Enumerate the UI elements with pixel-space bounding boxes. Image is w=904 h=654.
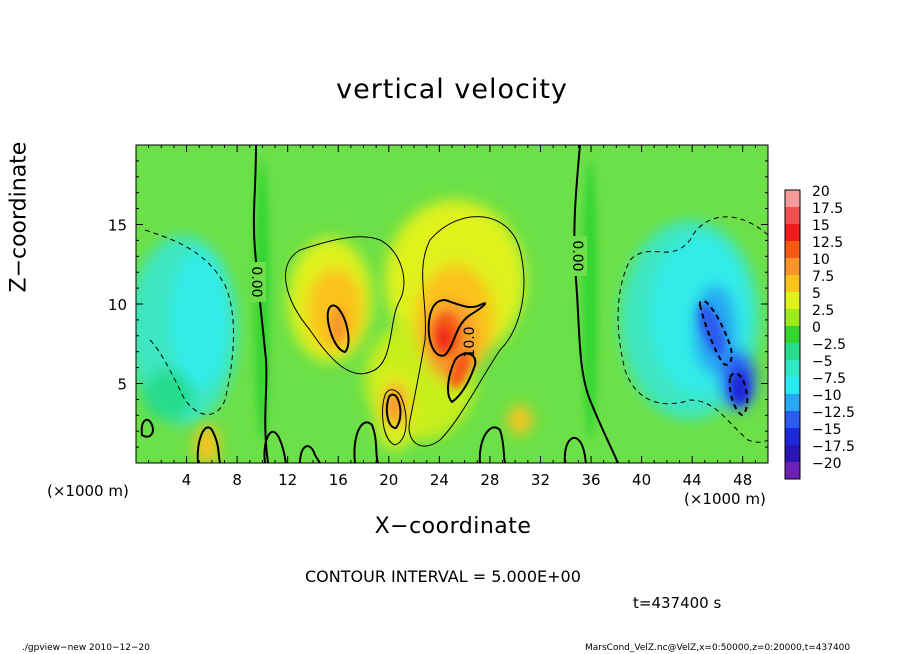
colorbar-label: −2.5: [812, 337, 846, 353]
colorbar-label: 20: [812, 184, 830, 200]
colorbar-label: −15: [812, 422, 842, 438]
y-tick-label: 10: [108, 296, 127, 314]
contour-interval-text: CONTOUR INTERVAL = 5.000E+00: [305, 567, 581, 586]
colorbar-label: −7.5: [812, 371, 846, 387]
contour-label-left: 0.00: [248, 266, 264, 297]
colorbar-label: 7.5: [812, 269, 834, 285]
colorbar-label: 17.5: [812, 201, 843, 217]
colorbar-swatch: [785, 326, 800, 343]
colorbar-swatch: [785, 411, 800, 428]
contour-label-ten: 10.0: [462, 326, 478, 357]
zero-contour-right: [573, 145, 619, 463]
chart-title: vertical velocity: [336, 74, 568, 105]
contour-bottom-lobes: [140, 418, 587, 463]
x-axis-label: X−coordinate: [374, 514, 532, 539]
colorbar-swatch: [785, 292, 800, 309]
contour-label-right: 0.00: [569, 240, 585, 271]
contour-5-small: [382, 389, 407, 446]
time-text: t=437400 s: [633, 594, 722, 612]
colorbar-swatch: [785, 190, 800, 207]
colorbar-label: 0: [812, 320, 821, 336]
zero-contour-left: [252, 145, 269, 463]
colorbar-frame: [784, 189, 801, 480]
y-tick-label: 5: [117, 376, 127, 394]
contour-10-c: [447, 352, 477, 404]
contour-neg10-right-b: [728, 372, 749, 417]
colorbar-swatch: [785, 309, 800, 326]
x-tick-label: 8: [232, 471, 242, 489]
x-axis-label-wrap: X−coordinate: [0, 514, 904, 539]
x-tick-label: 32: [531, 471, 550, 489]
x-axis: 4 8 12 16 20 24 28 32 36 40 44 48: [148, 145, 756, 489]
colorbar-swatch: [785, 241, 800, 258]
colorbar-swatch: [785, 377, 800, 394]
footer-left: ./gpview−new 2010−12−20: [22, 643, 150, 653]
contour-5-right-lobe: [408, 216, 525, 447]
contour-10-b: [427, 298, 487, 357]
colorbar-label: 15: [812, 218, 830, 234]
contour-10-d: [385, 393, 402, 430]
colorbar-swatch: [785, 275, 800, 292]
colorbar-label: 5: [812, 286, 821, 302]
x-unit-label-left: (×1000 m): [47, 482, 129, 500]
x-tick-label: 20: [379, 471, 398, 489]
colorbar-swatch: [785, 428, 800, 445]
colorbar-label: 2.5: [812, 303, 834, 319]
x-tick-label: 48: [733, 471, 752, 489]
colorbar-label: 12.5: [812, 235, 843, 251]
y-tick-label: 15: [108, 217, 127, 235]
x-tick-label: 4: [182, 471, 192, 489]
colorbar-label: −12.5: [812, 405, 855, 421]
colorbar: 2017.51512.5107.552.50−2.5−5−7.5−10−12.5…: [784, 184, 855, 480]
contour-label-group: 0.00 0.00 10.0: [248, 236, 587, 358]
contour-lines: [140, 145, 768, 463]
x-tick-label: 28: [480, 471, 499, 489]
x-tick-label: 36: [581, 471, 600, 489]
colorbar-label: 10: [812, 252, 830, 268]
colorbar-label: −17.5: [812, 439, 855, 455]
x-tick-label: 24: [430, 471, 449, 489]
colorbar-swatch: [785, 343, 800, 360]
contour-5-left-lobe: [285, 236, 405, 375]
colorbar-swatch: [785, 258, 800, 275]
colorbar-swatch: [785, 462, 800, 479]
x-tick-label: 16: [329, 471, 348, 489]
contour-neg5-right: [617, 216, 768, 443]
x-tick-label: 40: [632, 471, 651, 489]
x-unit-label-right: (×1000 m): [684, 490, 766, 508]
contour-neg5-left: [144, 229, 234, 415]
footer-right: MarsCond_VelZ.nc@VelZ,x=0:50000,z=0:2000…: [585, 643, 851, 653]
colorbar-label: −20: [812, 456, 842, 472]
contour-10-a: [326, 304, 350, 354]
colorbar-label: −10: [812, 388, 842, 404]
colorbar-label: −5: [812, 354, 833, 370]
colorbar-swatch: [785, 360, 800, 377]
colorbar-swatch: [785, 224, 800, 241]
y-axis: 5 10 15: [108, 160, 768, 448]
y-axis-label: Z−coordinate: [6, 141, 32, 293]
colorbar-swatch: [785, 207, 800, 224]
x-tick-label: 44: [683, 471, 702, 489]
x-tick-label: 12: [278, 471, 297, 489]
colorbar-swatch: [785, 394, 800, 411]
heatmap-field: [136, 145, 768, 463]
colorbar-swatch: [785, 445, 800, 462]
